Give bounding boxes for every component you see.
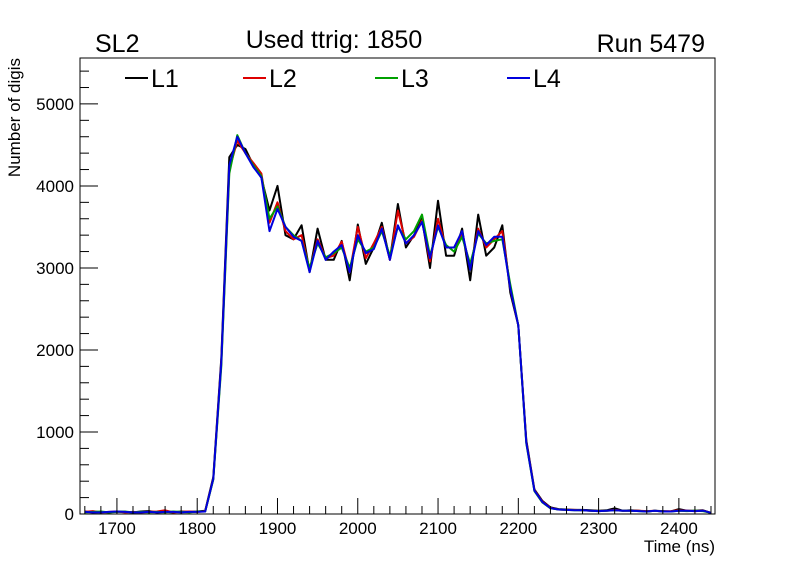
x-tick-label: 1800 [178,519,216,538]
y-tick-label: 3000 [36,259,74,278]
legend: L1 L2 L3 L4 [125,65,561,93]
x-tick-label: 1700 [98,519,136,538]
legend-label-l1: L1 [151,65,179,93]
legend-label-l4: L4 [533,65,561,93]
y-axis-label: Number of digis [5,58,24,177]
x-tick-label: 2000 [339,519,377,538]
x-tick-label: 1900 [259,519,297,538]
legend-label-l2: L2 [269,65,297,93]
plot-frame [79,57,716,515]
y-tick-label: 4000 [36,177,74,196]
x-tick-label: 2400 [660,519,698,538]
y-tick-label: 0 [65,505,74,524]
series-line-l4 [84,135,712,514]
axes: 1700 1800 1900 2000 2100 2200 2300 2400 0 1000 200… [36,70,712,538]
y-tick-label: 1000 [36,423,74,442]
chart-title: Used ttrig: 1850 [246,26,423,54]
x-tick-label: 2200 [499,519,537,538]
series-layer [84,134,712,514]
x-tick-label: 2100 [419,519,457,538]
x-tick-label: 2300 [580,519,618,538]
legend-label-l3: L3 [401,65,429,93]
y-tick-label: 2000 [36,341,74,360]
title-left: SL2 [95,30,139,58]
y-tick-label: 5000 [36,95,74,114]
title-right: Run 5479 [597,30,705,58]
x-axis-label: Time (ns) [644,537,715,556]
